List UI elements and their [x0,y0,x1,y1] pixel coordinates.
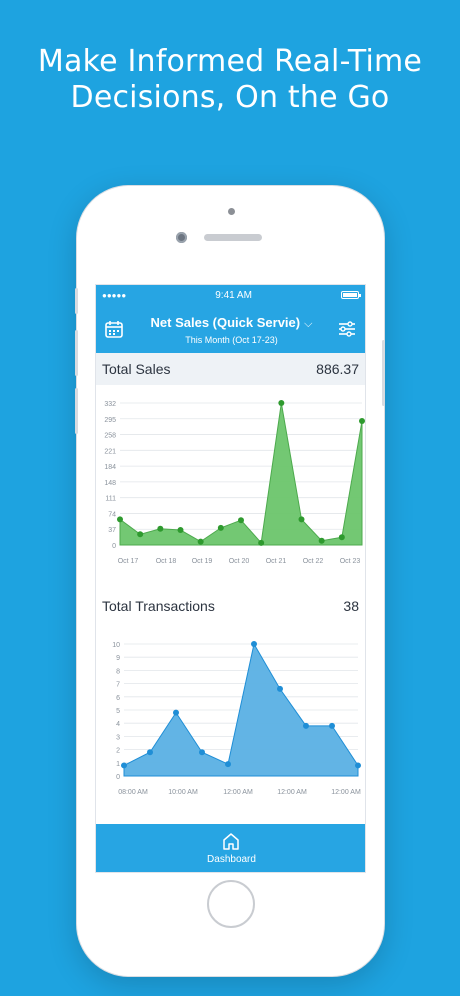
y-tick-label: 0 [116,774,120,781]
headline-line-2: Decisions, On the Go [70,80,390,115]
data-point [217,524,224,531]
data-point [173,709,179,716]
filter-sliders-icon[interactable] [337,319,357,339]
x-tick-label: Oct 21 [266,558,287,565]
y-tick-label: 1 [116,761,120,768]
data-point [121,762,127,769]
y-tick-label: 8 [116,668,120,675]
x-tick-label: Oct 20 [229,558,250,565]
sales-chart-svg: 0 37 74 111 148 184 221 258 295 332 Oct 17 Oct 18 Oc… [104,400,365,565]
status-bar: ●●●●● 9:41 AM [96,285,365,305]
headline-line-1: Make Informed Real-Time [37,44,423,79]
proximity-sensor [228,208,235,215]
transactions-chart-svg: 0 1 2 3 4 5 6 7 8 9 10 08:00 AM 10:00 AM 12:00 AM 12:0… [112,641,361,796]
x-tick-label: 10:00 AM [168,789,198,796]
data-point [251,641,257,647]
y-tick-label: 295 [104,417,116,424]
report-date-range: This Month (Oct 17-23) [185,335,278,345]
y-tick-label: 3 [116,734,120,741]
y-tick-label: 7 [116,682,120,689]
data-point [137,531,144,538]
y-tick-label: 148 [104,480,116,487]
transactions-chart: 0 1 2 3 4 5 6 7 8 9 10 08:00 AM 10:00 AM 12:00 AM 12:0… [96,622,365,822]
total-transactions-header[interactable]: Total Transactions 38 [96,590,365,622]
y-tick-label: 9 [116,655,120,662]
data-point [359,417,365,424]
x-tick-label: Oct 17 [118,558,139,565]
y-tick-label: 5 [116,708,120,715]
earpiece-speaker [204,234,262,241]
data-point [338,534,345,541]
total-sales-header[interactable]: Total Sales 886.37 [96,353,365,385]
volume-up-button [75,330,78,376]
data-point [117,516,123,523]
data-point [278,400,285,406]
home-icon [223,833,239,850]
x-tick-label: 08:00 AM [118,789,148,796]
data-point [147,749,153,756]
data-point [318,537,325,544]
home-button[interactable] [207,880,255,928]
calendar-icon[interactable] [104,319,124,339]
data-point [177,527,184,534]
y-tick-label: 221 [104,448,116,455]
x-tick-label: Oct 23 [340,558,361,565]
y-tick-label: 111 [105,496,116,503]
signal-icon: ●●●●● [102,290,127,300]
data-point [225,761,231,768]
status-time: 9:41 AM [215,289,252,301]
front-camera-icon [176,232,187,243]
data-point [157,525,164,532]
x-tick-label: Oct 18 [156,558,177,565]
x-tick-label: 12:00 AM [277,789,307,796]
series-area [119,402,363,546]
x-tick-label: Oct 19 [192,558,213,565]
total-sales-value: 886.37 [316,361,359,377]
x-tick-label: Oct 22 [303,558,324,565]
battery-icon [341,291,361,299]
total-transactions-label: Total Transactions [102,598,215,614]
y-tick-label: 6 [116,695,120,702]
total-sales-label: Total Sales [102,361,171,377]
data-point [199,749,205,756]
data-point [277,685,283,692]
mute-switch [75,288,78,314]
y-tick-label: 10 [112,642,120,649]
power-button [382,340,385,406]
data-point [197,538,204,545]
y-tick-label: 258 [104,433,116,440]
y-tick-label: 332 [104,401,116,408]
app-screen: ●●●●● 9:41 AM Net Sales (Quick Servie) ⌵ … [95,284,366,873]
tab-dashboard[interactable]: Dashboard [96,824,365,872]
report-selector[interactable]: Net Sales (Quick Servie) ⌵ [96,315,365,331]
y-tick-label: 2 [116,748,120,755]
x-tick-label: 12:00 AM [331,789,361,796]
tab-dashboard-label: Dashboard [207,854,256,865]
nav-bar: Net Sales (Quick Servie) ⌵ This Month (Oc… [96,305,365,353]
sales-chart: 0 37 74 111 148 184 221 258 295 332 Oct 17 Oct 18 Oc… [96,385,365,590]
volume-down-button [75,388,78,434]
data-point [258,539,265,546]
y-tick-label: 4 [116,721,120,728]
y-tick-label: 37 [108,527,116,534]
data-point [298,516,305,523]
y-tick-label: 184 [104,464,116,471]
x-tick-label: 12:00 AM [223,789,253,796]
data-point [329,722,335,729]
chevron-down-icon: ⌵ [304,318,313,330]
data-point [303,722,309,729]
y-tick-label: 74 [108,511,116,518]
y-tick-label: 0 [112,543,116,550]
total-transactions-value: 38 [343,598,359,614]
data-point [238,517,244,524]
data-point [355,762,361,769]
headline: Make Informed Real-Time Decisions, On th… [0,44,460,116]
report-title: Net Sales (Quick Servie) [150,315,301,330]
